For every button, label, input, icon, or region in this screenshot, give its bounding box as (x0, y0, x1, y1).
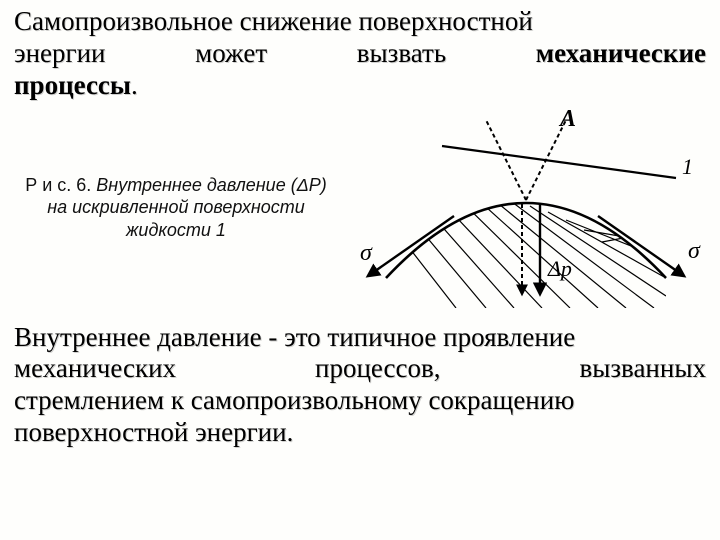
hatching (386, 198, 666, 308)
p2-w-caused: вызванных (580, 353, 706, 385)
p2-w-proc: процессов, (315, 353, 441, 385)
paragraph-1: Самопроизвольное снижение поверхностной … (14, 6, 706, 102)
p1-line2: энергии может вызвать механические (14, 38, 706, 70)
label-one: 1 (682, 154, 693, 179)
sigma-right-arrow (598, 216, 684, 276)
p1-w-energy: энергии (14, 38, 106, 70)
label-sigma-right: σ (688, 238, 701, 264)
p1-line3-dot: . (131, 70, 138, 100)
label-sigma-left: σ (360, 240, 373, 266)
label-delta-p: Δp (547, 256, 572, 281)
caption-suffix: 1 (216, 220, 226, 240)
figure-caption: Р и с. 6. Внутреннее давление (ΔP) на ис… (14, 174, 346, 242)
p1-line3-a: процессы (14, 70, 131, 100)
diagram-svg: A 1 σ σ Δp (346, 108, 706, 308)
p1-w-cause: вызвать (357, 38, 446, 70)
normal-line-b (486, 120, 526, 200)
normal-line-a (526, 120, 566, 200)
p1-line1: Самопроизвольное снижение поверхностной (14, 6, 533, 36)
surface-arc (386, 203, 666, 278)
paragraph-2: Внутреннее давление - это типичное прояв… (14, 322, 706, 449)
p1-w-can: может (195, 38, 267, 70)
sigma-left-arrow (368, 216, 454, 276)
figure-block: Р и с. 6. Внутреннее давление (ΔP) на ис… (14, 108, 706, 308)
slide-page: Самопроизвольное снижение поверхностной … (0, 0, 720, 540)
tangent-line (442, 146, 676, 178)
label-a: A (558, 108, 576, 132)
caption-prefix: Р и с. 6. (25, 175, 91, 195)
p2-w-mech: механических (14, 353, 176, 385)
p2-line4: поверхностной энергии. (14, 417, 293, 447)
p2-line1: Внутреннее давление - это типичное прояв… (14, 322, 575, 352)
p2-line2: механических процессов, вызванных (14, 353, 706, 385)
figure-svg-wrap: A 1 σ σ Δp (346, 108, 706, 308)
p1-w-mechanical: механические (536, 38, 706, 70)
p2-line3: стремлением к самопроизвольному сокращен… (14, 385, 574, 415)
